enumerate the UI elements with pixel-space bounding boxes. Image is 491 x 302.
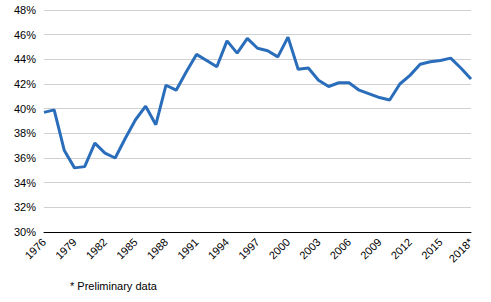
svg-text:48%: 48% bbox=[14, 4, 36, 16]
svg-text:1994: 1994 bbox=[205, 236, 231, 262]
svg-text:1985: 1985 bbox=[114, 236, 140, 262]
svg-text:1982: 1982 bbox=[83, 236, 109, 262]
svg-text:2018*: 2018* bbox=[446, 235, 475, 264]
svg-text:1976: 1976 bbox=[22, 236, 48, 262]
svg-text:1991: 1991 bbox=[175, 236, 201, 262]
svg-text:* Preliminary data: * Preliminary data bbox=[70, 280, 158, 292]
svg-text:2015: 2015 bbox=[419, 236, 445, 262]
svg-text:1988: 1988 bbox=[144, 236, 170, 262]
svg-text:30%: 30% bbox=[14, 226, 36, 238]
svg-text:44%: 44% bbox=[14, 53, 36, 65]
svg-text:32%: 32% bbox=[14, 201, 36, 213]
svg-text:34%: 34% bbox=[14, 177, 36, 189]
svg-text:2012: 2012 bbox=[388, 236, 414, 262]
svg-text:2009: 2009 bbox=[358, 236, 384, 262]
svg-text:2006: 2006 bbox=[327, 236, 353, 262]
svg-text:42%: 42% bbox=[14, 78, 36, 90]
svg-text:46%: 46% bbox=[14, 29, 36, 41]
svg-text:38%: 38% bbox=[14, 127, 36, 139]
svg-text:2003: 2003 bbox=[297, 236, 323, 262]
svg-text:1997: 1997 bbox=[236, 236, 262, 262]
svg-text:1979: 1979 bbox=[53, 236, 79, 262]
svg-text:36%: 36% bbox=[14, 152, 36, 164]
svg-text:2000: 2000 bbox=[266, 236, 292, 262]
svg-text:40%: 40% bbox=[14, 103, 36, 115]
